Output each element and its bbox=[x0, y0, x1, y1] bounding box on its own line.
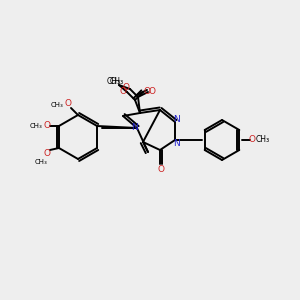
Text: CH₃: CH₃ bbox=[51, 102, 63, 108]
Text: N: N bbox=[174, 115, 180, 124]
Text: O: O bbox=[122, 82, 130, 91]
Text: O: O bbox=[248, 136, 256, 145]
Text: CH₃: CH₃ bbox=[34, 159, 47, 165]
Text: O: O bbox=[158, 164, 164, 173]
Text: CH₃: CH₃ bbox=[256, 136, 270, 145]
Text: CH₃: CH₃ bbox=[110, 76, 124, 85]
Text: O: O bbox=[44, 149, 50, 158]
Text: O: O bbox=[119, 86, 127, 95]
Text: CH₃: CH₃ bbox=[30, 123, 42, 129]
Text: O: O bbox=[64, 100, 71, 109]
Text: O: O bbox=[148, 86, 155, 95]
Text: O: O bbox=[44, 121, 50, 130]
Text: O: O bbox=[143, 86, 151, 95]
Text: N: N bbox=[130, 124, 137, 133]
Text: CH₃: CH₃ bbox=[107, 76, 121, 85]
Text: N: N bbox=[174, 139, 180, 148]
